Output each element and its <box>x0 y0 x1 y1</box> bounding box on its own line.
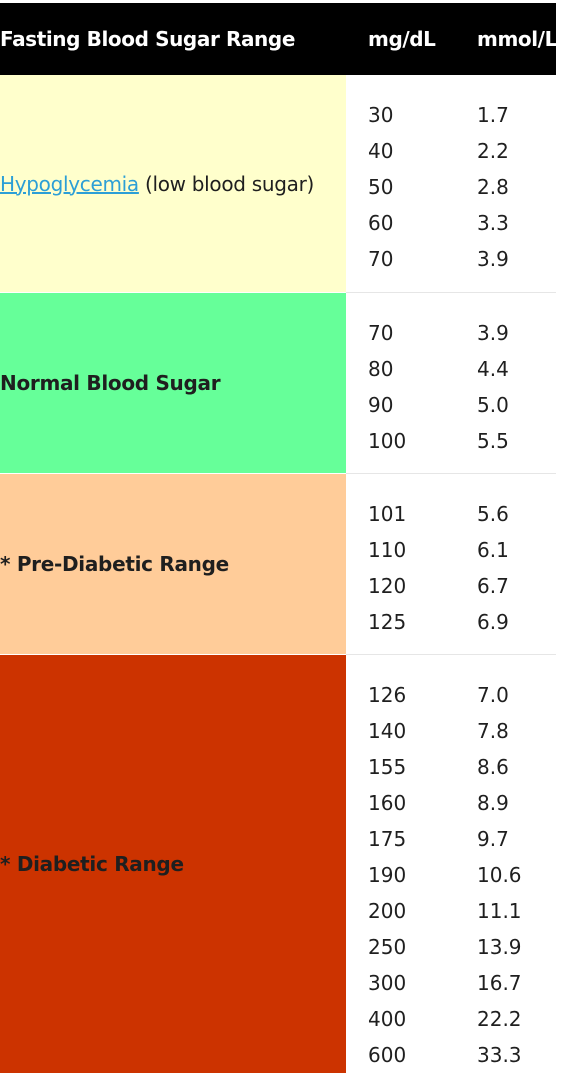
range-color-cell: * Pre-Diabetic Range <box>0 474 346 654</box>
mg-values: 126 140 155 160 175 190 200 250 300 400 600 <box>368 677 406 1073</box>
table-cell-value: 300 <box>368 971 407 995</box>
table-cell-value: 3.9 <box>477 321 509 345</box>
table-cell-value: 6.7 <box>477 574 509 598</box>
mmol-values: 7.0 7.8 8.6 8.9 9.7 10.6 11.1 13.9 16.7 22.2 33.3 <box>477 677 522 1073</box>
table-cell-value: 11.1 <box>477 899 522 923</box>
table-cell-value: 6.1 <box>477 538 509 562</box>
mmol-values: 3.9 4.4 5.0 5.5 <box>477 315 509 459</box>
table-cell-value: 400 <box>368 1007 407 1031</box>
table-cell-value: 6.9 <box>477 610 509 634</box>
table-cell-value: 33.3 <box>477 1043 522 1067</box>
range-color-cell: Normal Blood Sugar <box>0 293 346 473</box>
table-cell-value: 60 <box>368 211 394 235</box>
table-cell-value: 7.8 <box>477 719 509 743</box>
table-cell-value: 140 <box>368 719 407 743</box>
range-row-normal: Normal Blood Sugar 70 80 90 100 3.9 4.4 5.0 5.… <box>0 293 556 473</box>
range-label: * Pre-Diabetic Range <box>0 552 229 576</box>
table-cell-value: 40 <box>368 139 394 163</box>
table-cell-value: 4.4 <box>477 357 509 381</box>
table-cell-value: 600 <box>368 1043 407 1067</box>
table-cell-value: 5.0 <box>477 393 509 417</box>
range-label: Hypoglycemia (low blood sugar) <box>0 172 314 196</box>
table-cell-value: 80 <box>368 357 394 381</box>
table-cell-value: 13.9 <box>477 935 522 959</box>
table-cell-value: 200 <box>368 899 407 923</box>
table-cell-value: 70 <box>368 321 394 345</box>
table-cell-value: 5.5 <box>477 429 509 453</box>
table-cell-value: 3.9 <box>477 247 509 271</box>
table-cell-value: 101 <box>368 502 407 526</box>
table-cell-value: 2.8 <box>477 175 509 199</box>
table-cell-value: 22.2 <box>477 1007 522 1031</box>
row-divider <box>346 654 556 655</box>
table-cell-value: 250 <box>368 935 407 959</box>
mg-values: 101 110 120 125 <box>368 496 406 640</box>
range-row-diabetic: * Diabetic Range 126 140 155 160 175 190 200 25… <box>0 655 556 1073</box>
range-row-hypoglycemia: Hypoglycemia (low blood sugar) 30 40 50 60 7… <box>0 75 556 292</box>
range-color-cell: Hypoglycemia (low blood sugar) <box>0 75 346 292</box>
range-label: * Diabetic Range <box>0 852 184 876</box>
range-label-suffix: (low blood sugar) <box>144 171 315 196</box>
table-cell-value: 190 <box>368 863 407 887</box>
mg-values: 30 40 50 60 70 <box>368 97 393 277</box>
table-cell-value: 3.3 <box>477 211 509 235</box>
table-cell-value: 10.6 <box>477 863 522 887</box>
hypoglycemia-link[interactable]: Hypoglycemia <box>0 171 139 196</box>
range-label: Normal Blood Sugar <box>0 371 221 395</box>
row-divider <box>346 292 556 293</box>
table-cell-value: 9.7 <box>477 827 509 851</box>
table-cell-value: 155 <box>368 755 407 779</box>
header-mmol: mmol/L <box>477 27 557 51</box>
header-range: Fasting Blood Sugar Range <box>0 27 295 51</box>
range-row-prediabetic: * Pre-Diabetic Range 101 110 120 125 5.6 6.1… <box>0 474 556 654</box>
table-cell-value: 90 <box>368 393 394 417</box>
table-cell-value: 8.9 <box>477 791 509 815</box>
table-cell-value: 120 <box>368 574 407 598</box>
table-cell-value: 160 <box>368 791 407 815</box>
mmol-values: 5.6 6.1 6.7 6.9 <box>477 496 509 640</box>
table-cell-value: 100 <box>368 429 407 453</box>
table-cell-value: 175 <box>368 827 407 851</box>
header-mg: mg/dL <box>368 27 436 51</box>
table-header: Fasting Blood Sugar Range mg/dL mmol/L <box>0 3 557 75</box>
mmol-values: 1.7 2.2 2.8 3.3 3.9 <box>477 97 509 277</box>
table-cell-value: 30 <box>368 103 394 127</box>
row-divider <box>346 473 556 474</box>
table-cell-value: 2.2 <box>477 139 509 163</box>
table-cell-value: 16.7 <box>477 971 522 995</box>
mg-values: 70 80 90 100 <box>368 315 406 459</box>
table-cell-value: 126 <box>368 683 407 707</box>
table-cell-value: 1.7 <box>477 103 509 127</box>
table-cell-value: 125 <box>368 610 407 634</box>
range-color-cell: * Diabetic Range <box>0 655 346 1073</box>
table-cell-value: 70 <box>368 247 394 271</box>
table-cell-value: 110 <box>368 538 407 562</box>
table-cell-value: 5.6 <box>477 502 509 526</box>
table-cell-value: 8.6 <box>477 755 509 779</box>
table-cell-value: 50 <box>368 175 394 199</box>
table-cell-value: 7.0 <box>477 683 509 707</box>
